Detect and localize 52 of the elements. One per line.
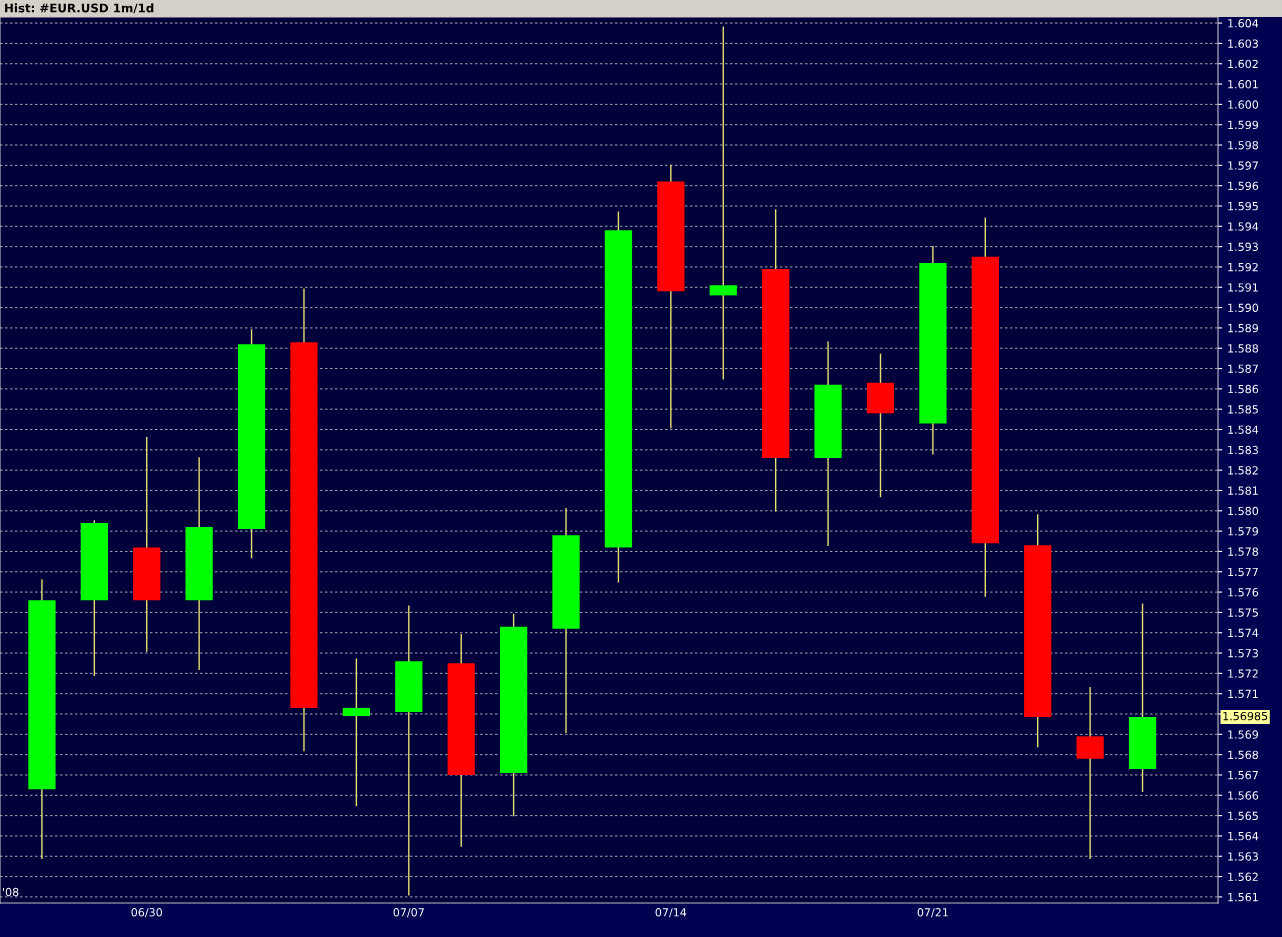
- y-tick-label: 1.585: [1228, 405, 1258, 414]
- y-tick-label: 1.583: [1228, 445, 1258, 455]
- y-tick-label: 1.601: [1228, 80, 1258, 89]
- y-tick-label: 1.592: [1228, 262, 1258, 272]
- y-tick-label: 1.596: [1228, 181, 1259, 191]
- y-tick-label: 1.579: [1228, 527, 1259, 536]
- annotation: '08: [3, 887, 19, 897]
- y-tick-label: 1.581: [1228, 486, 1258, 495]
- y-tick-label: 1.575: [1228, 608, 1258, 617]
- y-tick-label: 1.595: [1228, 201, 1258, 211]
- y-tick-label: 1.591: [1228, 283, 1258, 292]
- x-tick-label: 07/07: [393, 908, 424, 918]
- y-tick-label: 1.571: [1228, 689, 1258, 699]
- y-tick-label: 1.584: [1228, 425, 1259, 434]
- y-tick-label: 1.604: [1228, 19, 1259, 28]
- y-tick-label: 1.562: [1228, 872, 1258, 881]
- y-tick-label: 1.603: [1228, 39, 1258, 48]
- y-tick-label: 1.572: [1228, 669, 1258, 678]
- y-tick-label: 1.587: [1228, 364, 1258, 373]
- y-tick-label: 1.580: [1228, 506, 1259, 516]
- x-tick-label: 06/30: [131, 908, 163, 918]
- candlestick: [342, 658, 371, 807]
- y-tick-label: 1.561: [1228, 892, 1258, 902]
- y-tick-label: 1.593: [1228, 242, 1258, 252]
- x-tick-label: 07/14: [655, 908, 687, 918]
- chart-title: Hist: #EUR.USD 1m/1d: [5, 3, 154, 14]
- y-tick-label: 1.566: [1228, 791, 1259, 800]
- y-tick-label: 1.582: [1228, 466, 1258, 475]
- y-tick-label: 1.565: [1228, 811, 1258, 820]
- y-tick-label: 1.589: [1228, 323, 1259, 333]
- y-tick-label: 1.568: [1228, 750, 1259, 760]
- y-tick-label: 1.577: [1228, 567, 1258, 577]
- y-tick-label: 1.578: [1228, 547, 1259, 556]
- y-tick-label: 1.574: [1228, 628, 1259, 638]
- y-tick-label: 1.564: [1228, 831, 1259, 841]
- y-tick-label: 1.586: [1228, 384, 1259, 394]
- y-tick-label: 1.598: [1228, 141, 1259, 150]
- y-tick-label: 1.563: [1228, 852, 1258, 861]
- y-tick-label: 1.599: [1228, 120, 1259, 130]
- y-tick-label: 1.567: [1228, 770, 1258, 780]
- y-tick-label: 1.576: [1228, 588, 1259, 597]
- x-tick-label: 07/21: [917, 908, 948, 918]
- y-tick-label: 1.588: [1228, 344, 1259, 353]
- y-tick-label: 1.569: [1228, 730, 1259, 739]
- y-tick-label: 1.590: [1228, 303, 1259, 312]
- candlestick: [709, 26, 737, 380]
- text: 1.56985: [1223, 711, 1268, 721]
- y-tick-label: 1.573: [1228, 649, 1258, 658]
- y-tick-label: 1.602: [1228, 59, 1258, 69]
- y-tick-label: 1.600: [1228, 100, 1259, 109]
- y-tick-label: 1.594: [1228, 222, 1259, 231]
- y-tick-label: 1.597: [1228, 161, 1258, 170]
